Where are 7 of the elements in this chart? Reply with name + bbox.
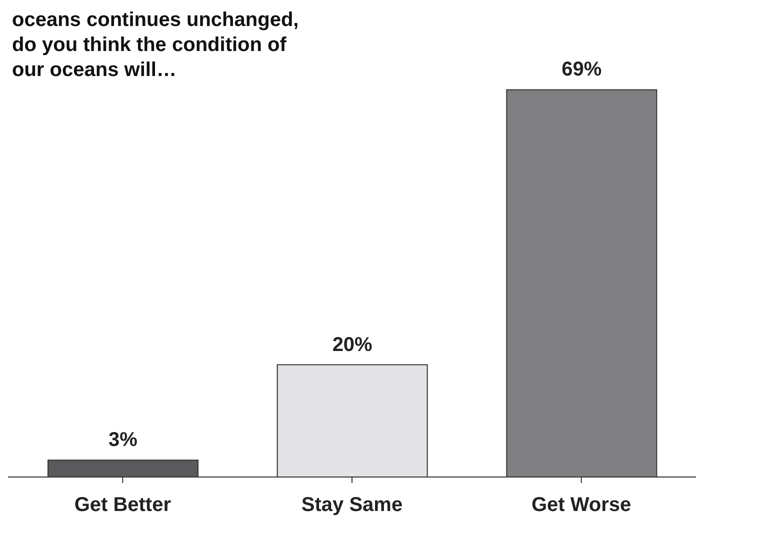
x-tick-label: Stay Same [301, 494, 403, 516]
x-tick-label: Get Better [74, 494, 172, 516]
data-label: 69% [562, 58, 602, 81]
data-label: 3% [108, 429, 138, 452]
x-tick-label: Get Worse [531, 494, 632, 516]
data-label: 20% [332, 334, 373, 356]
chart-title: oceans continues unchanged, do you think the condition of our oceans will… [12, 8, 300, 83]
